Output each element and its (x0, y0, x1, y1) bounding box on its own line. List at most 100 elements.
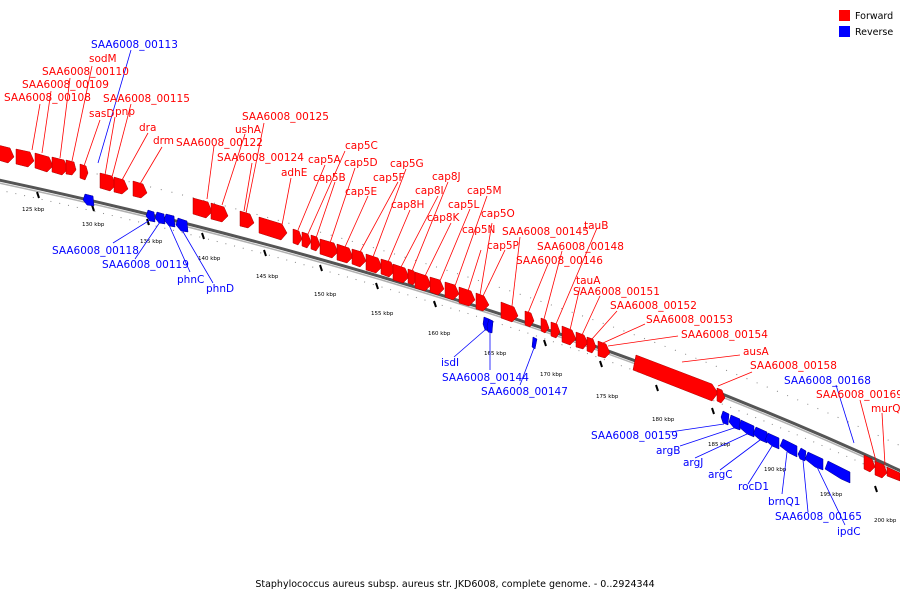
forward-gene-arrow (34, 152, 54, 173)
tick-label: 125 kbp (22, 207, 45, 213)
gene-label: SAA6008_00169 (816, 389, 900, 401)
gene-label: pnp (115, 106, 135, 118)
forward-gene-arrow (336, 243, 354, 264)
reverse-gene-arrow (779, 438, 798, 458)
gene-label: cap8H (391, 199, 424, 211)
reverse-gene-arrow (797, 447, 807, 462)
gene-label: SAA6008_00153 (646, 314, 733, 326)
forward-gene-arrow (550, 321, 561, 339)
gene-label: SAA6008_00147 (481, 386, 568, 398)
tick-label: 145 kbp (256, 274, 279, 280)
forward-gene-arrow (886, 466, 900, 482)
gene-label: ipdC (837, 526, 861, 538)
reverse-gene-arrow (738, 419, 755, 438)
map-caption: Staphylococcus aureus subsp. aureus str.… (255, 579, 654, 590)
tick-mark (655, 384, 659, 392)
tick-label: 160 kbp (428, 331, 451, 337)
reverse-gene-arrow (163, 213, 176, 228)
reverse-gene-arrow (154, 211, 166, 225)
tick-label: 185 kbp (708, 442, 731, 448)
outer-minor-ticks (0, 151, 900, 447)
reverse-gene-arrow (720, 410, 730, 426)
tick-mark (36, 191, 40, 199)
gene-label: rocD1 (738, 481, 769, 493)
gene-label: SAA6008_00165 (775, 511, 862, 523)
gene-label: cap5P (487, 240, 519, 252)
gene-label: drm (153, 135, 174, 147)
tick-label: 200 kbp (874, 518, 897, 524)
gene-label: SAA6008_00152 (610, 300, 697, 312)
forward-gene-arrow (458, 286, 476, 307)
gene-label: cap5F (373, 172, 405, 184)
gene-label: cap5E (345, 186, 377, 198)
gene-label: cap8I (415, 185, 444, 197)
legend-reverse-swatch (839, 26, 850, 37)
tick-label: 175 kbp (596, 394, 619, 400)
reverse-gene-arrow (824, 460, 851, 484)
forward-gene-arrow (475, 292, 490, 312)
gene-label: SAA6008_00154 (681, 329, 768, 341)
gene-label: cap5D (344, 157, 378, 169)
forward-gene-arrow (414, 271, 432, 292)
gene-label: ausA (743, 346, 770, 358)
gene-label: argJ (683, 457, 703, 469)
tick-mark (874, 485, 878, 493)
forward-gene-arrow (351, 248, 367, 268)
forward-gene-arrow (380, 258, 396, 278)
gene-label: phnD (206, 283, 234, 295)
gene-label: SAA6008_00151 (573, 286, 660, 298)
gene-label: isdI (441, 357, 459, 369)
tick-label: 130 kbp (82, 222, 105, 228)
gene-label: cap8J (432, 171, 461, 183)
forward-gene-arrow (99, 172, 117, 192)
forward-gene-arrow (258, 216, 288, 241)
reverse-gene-arrow (764, 432, 780, 450)
gene-label: SAA6008_00108 (4, 92, 91, 104)
gene-label: cap5N (462, 224, 495, 236)
forward-gene-arrow (444, 281, 460, 301)
forward-gene-arrow (210, 202, 229, 223)
reverse-gene-arrow (531, 336, 538, 350)
forward-gene-arrow (301, 231, 312, 249)
gene-label: sodM (89, 53, 117, 65)
forward-gene-arrow (586, 336, 597, 354)
gene-label: cap5L (448, 199, 480, 211)
forward-gene-arrow (113, 176, 129, 195)
tick-mark (263, 249, 267, 257)
gene-label: SAA6008_00115 (103, 93, 190, 105)
gene-label: SAA6008_00159 (591, 430, 678, 442)
gene-label: argC (708, 469, 733, 481)
forward-gene-arrow (65, 159, 77, 176)
tick-label: 155 kbp (371, 311, 394, 317)
tick-mark (543, 339, 547, 347)
gene-label: SAA6008_00158 (750, 360, 837, 372)
tick-label: 165 kbp (484, 351, 507, 357)
tick-mark (146, 218, 150, 226)
forward-gene-arrow (716, 387, 726, 404)
gene-label: adhE (281, 167, 307, 179)
forward-gene-arrow (239, 210, 255, 229)
tick-label: 190 kbp (764, 467, 787, 473)
tick-label: 180 kbp (652, 417, 675, 423)
forward-label-group: sodM SAA6008_00110 SAA6008_00109 SAA6008… (4, 53, 900, 415)
forward-gene-arrow (192, 197, 213, 219)
ruler: 125 kbp 130 kbp 135 kbp 140 kbp 145 kbp … (22, 191, 897, 524)
forward-gene-arrow (310, 234, 321, 252)
gene-label: SAA6008_00125 (242, 111, 329, 123)
reverse-leader-lines (97, 49, 855, 526)
tick-mark (201, 232, 205, 240)
gene-label: SAA6008_00148 (537, 241, 624, 253)
forward-gene-arrow (429, 276, 445, 296)
forward-gene-arrow (365, 253, 383, 274)
gene-label: SAA6008_00110 (42, 66, 129, 78)
reverse-gene-arrow (752, 426, 768, 444)
gene-label: argB (656, 445, 680, 457)
forward-gene-arrow (540, 317, 550, 334)
gene-label: cap5O (481, 208, 515, 220)
gene-label: SAA6008_00145 (502, 226, 589, 238)
forward-gene-arrow (319, 238, 339, 259)
gene-label: cap5G (390, 158, 424, 170)
forward-gene-arrow (79, 163, 89, 181)
tick-label: 170 kbp (540, 372, 563, 378)
